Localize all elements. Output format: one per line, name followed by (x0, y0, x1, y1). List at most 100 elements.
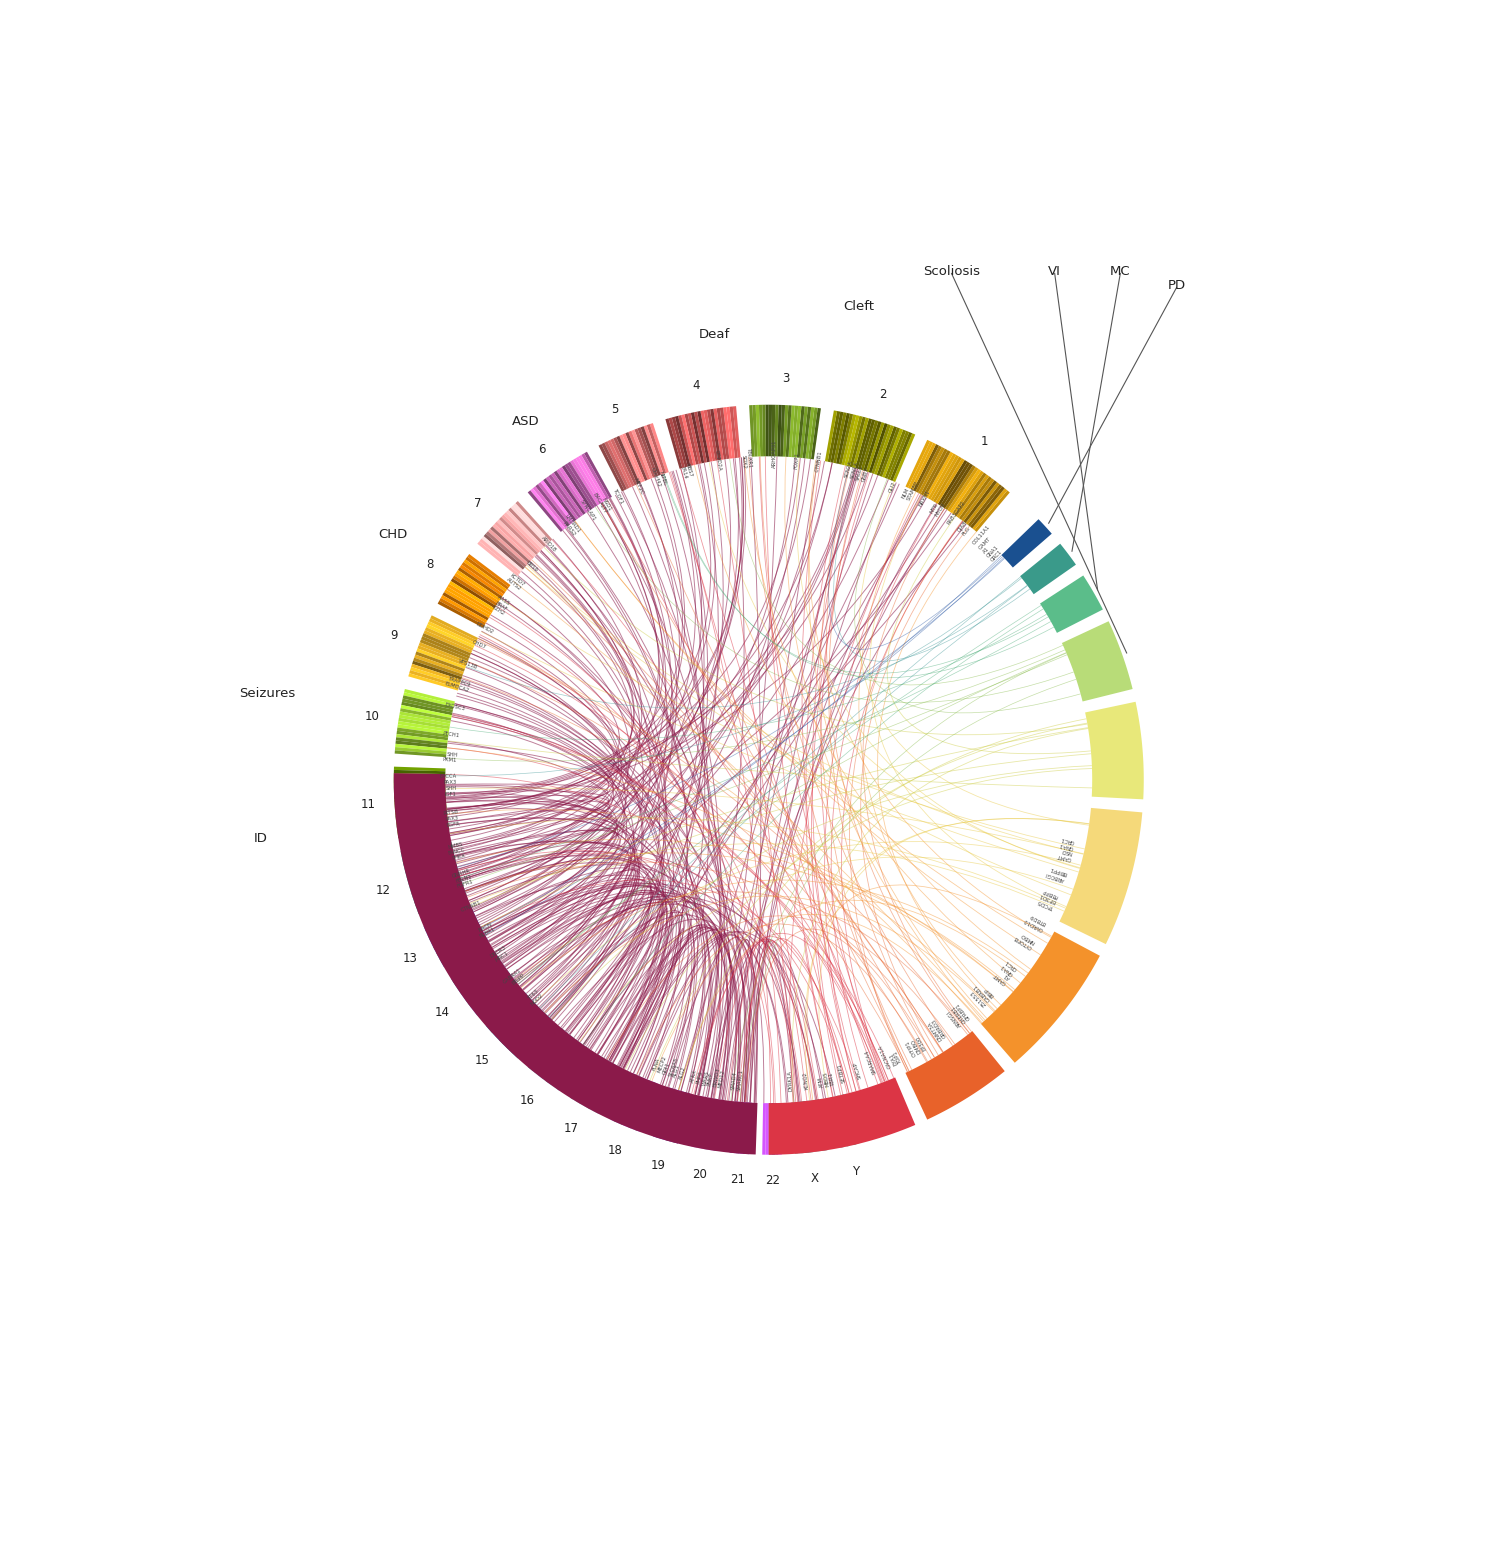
Polygon shape (777, 1102, 782, 1155)
Text: 20: 20 (692, 1169, 706, 1181)
Text: SCN2A
SCN1A
SALL1
GNB1: SCN2A SCN1A SALL1 GNB1 (844, 460, 870, 483)
Polygon shape (692, 1096, 705, 1147)
Polygon shape (495, 522, 534, 559)
Polygon shape (400, 841, 451, 854)
Polygon shape (419, 642, 468, 664)
Text: GJA8
FLG: GJA8 FLG (957, 520, 974, 537)
Polygon shape (717, 408, 726, 460)
Polygon shape (626, 1079, 648, 1127)
Polygon shape (1059, 808, 1143, 943)
Text: 2: 2 (879, 389, 886, 401)
Polygon shape (746, 1102, 752, 1155)
Polygon shape (890, 432, 912, 480)
Polygon shape (465, 970, 509, 1002)
Polygon shape (530, 488, 566, 530)
Polygon shape (411, 877, 460, 896)
Polygon shape (462, 965, 506, 997)
Polygon shape (672, 417, 688, 468)
Polygon shape (402, 698, 453, 712)
Polygon shape (794, 406, 801, 457)
Polygon shape (614, 437, 638, 485)
Polygon shape (808, 408, 818, 459)
Polygon shape (453, 954, 498, 984)
Polygon shape (543, 479, 576, 522)
Polygon shape (394, 787, 445, 792)
Text: ALG1
ALG2: ALG1 ALG2 (672, 1064, 687, 1079)
Polygon shape (408, 869, 459, 886)
Polygon shape (644, 425, 663, 476)
Text: BBS7
FA14: BBS7 FA14 (680, 463, 693, 480)
Text: CARD10
BTBD9: CARD10 BTBD9 (1023, 911, 1047, 931)
Polygon shape (774, 1102, 778, 1155)
Polygon shape (486, 991, 526, 1028)
Polygon shape (546, 1039, 579, 1082)
Polygon shape (681, 414, 696, 465)
Polygon shape (759, 405, 764, 457)
Polygon shape (634, 1082, 656, 1130)
Polygon shape (416, 888, 465, 908)
Text: MEF2C: MEF2C (633, 477, 644, 496)
Polygon shape (640, 426, 662, 476)
Polygon shape (865, 422, 885, 472)
Polygon shape (833, 412, 846, 463)
Polygon shape (833, 1096, 846, 1147)
Polygon shape (906, 440, 930, 488)
Polygon shape (768, 1102, 772, 1155)
Text: CYFIP1
DMBO
EP300: CYFIP1 DMBO EP300 (904, 1033, 927, 1056)
Polygon shape (918, 448, 945, 494)
Polygon shape (402, 703, 453, 715)
Polygon shape (604, 442, 630, 489)
Text: 19: 19 (651, 1160, 666, 1172)
Polygon shape (573, 1056, 602, 1101)
Polygon shape (448, 581, 495, 611)
Polygon shape (442, 939, 489, 967)
Polygon shape (453, 576, 498, 605)
Polygon shape (513, 503, 550, 543)
Polygon shape (669, 1092, 686, 1143)
Polygon shape (580, 1059, 609, 1106)
Polygon shape (394, 797, 445, 803)
Polygon shape (885, 429, 906, 479)
Text: PNKP
BRWD3
MED12: PNKP BRWD3 MED12 (706, 1067, 726, 1089)
Polygon shape (504, 1008, 542, 1047)
Polygon shape (528, 491, 562, 533)
Text: CTNNB1: CTNNB1 (815, 449, 824, 472)
Polygon shape (414, 885, 464, 905)
Polygon shape (796, 1102, 804, 1153)
Polygon shape (408, 673, 459, 690)
Polygon shape (470, 974, 512, 1008)
Polygon shape (417, 645, 466, 667)
Text: ATRX
PHF6
WARS: ATRX PHF6 WARS (690, 1067, 709, 1085)
Polygon shape (723, 408, 732, 459)
Polygon shape (500, 1005, 538, 1042)
Polygon shape (480, 539, 520, 574)
Polygon shape (500, 517, 538, 554)
Text: DNMT3A
GRBRD3: DNMT3A GRBRD3 (927, 1017, 948, 1042)
Polygon shape (970, 486, 1005, 528)
Polygon shape (921, 449, 948, 496)
Polygon shape (852, 417, 868, 468)
Polygon shape (706, 409, 718, 460)
Polygon shape (459, 963, 504, 994)
Polygon shape (957, 474, 988, 519)
Text: 7: 7 (474, 497, 482, 510)
Text: TBLXR1
SOX2: TBLXR1 SOX2 (740, 448, 753, 469)
Polygon shape (734, 1102, 741, 1153)
Polygon shape (836, 1096, 850, 1147)
Polygon shape (506, 1010, 544, 1050)
Polygon shape (849, 417, 865, 468)
Polygon shape (396, 733, 447, 743)
Polygon shape (700, 1098, 712, 1149)
Polygon shape (413, 882, 464, 902)
Text: GAMT
A1
GNA1
GRC1: GAMT A1 GNA1 GRC1 (978, 536, 1005, 564)
Polygon shape (678, 415, 693, 466)
Polygon shape (394, 770, 445, 774)
Text: TT63
NOD2: TT63 NOD2 (525, 988, 544, 1007)
Polygon shape (672, 1092, 688, 1143)
Text: Cleft: Cleft (843, 300, 874, 313)
Polygon shape (704, 409, 716, 462)
Polygon shape (626, 432, 648, 480)
Polygon shape (450, 579, 497, 608)
Polygon shape (981, 931, 1100, 1062)
Text: RITSB
PAX3
EGFR: RITSB PAX3 EGFR (442, 809, 460, 828)
